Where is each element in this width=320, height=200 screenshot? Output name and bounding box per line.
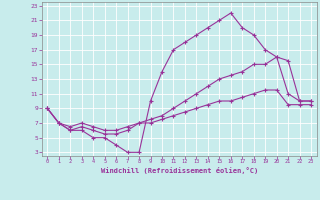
X-axis label: Windchill (Refroidissement éolien,°C): Windchill (Refroidissement éolien,°C): [100, 167, 258, 174]
